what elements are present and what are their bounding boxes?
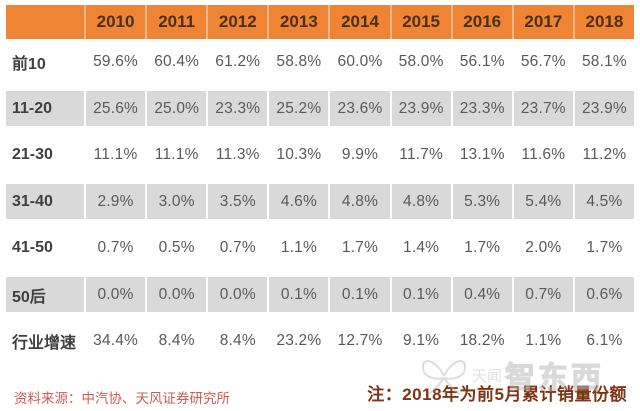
value-cell: 34.4% <box>84 318 145 365</box>
value-cell: 58.8% <box>267 39 328 86</box>
value-cell: 58.1% <box>572 39 634 86</box>
value-cell: 3.0% <box>145 178 206 225</box>
value-cell: 56.7% <box>511 39 573 86</box>
value-cell: 11.1% <box>145 132 206 179</box>
value-cell: 18.2% <box>450 318 512 365</box>
table-row: 11-20 25.6% 25.0% 23.3% 25.2% 23.6% 23.9% 23.3%… <box>6 85 634 132</box>
value-cell: 3.5% <box>206 178 267 225</box>
value-cell: 0.0% <box>84 271 145 318</box>
value-cell: 23.3% <box>450 85 512 132</box>
value-cell: 0.1% <box>328 271 389 318</box>
value-cell: 0.6% <box>572 271 634 318</box>
year-header: 2013 <box>267 5 328 39</box>
year-header: 2017 <box>511 5 573 39</box>
value-cell: 10.3% <box>267 132 328 179</box>
value-cell: 1.7% <box>450 225 512 272</box>
table-header-row: 2010 2011 2012 2013 2014 2015 2016 2017 2018 <box>6 5 634 39</box>
value-cell: 2.9% <box>84 178 145 225</box>
value-cell: 23.2% <box>267 318 328 365</box>
year-header: 2010 <box>84 5 145 39</box>
year-header: 2018 <box>572 5 634 39</box>
value-cell: 1.7% <box>572 225 634 272</box>
row-label: 行业增速 <box>12 335 77 353</box>
value-cell: 0.5% <box>145 225 206 272</box>
value-cell: 25.0% <box>145 85 206 132</box>
value-cell: 60.0% <box>328 39 389 86</box>
value-cell: 0.7% <box>206 225 267 272</box>
value-cell: 4.5% <box>572 178 634 225</box>
annotation-note: 注：2018年为前5月累计销量份额 <box>367 385 627 404</box>
value-cell: 2.0% <box>511 225 573 272</box>
table-row: 前10 59.6% 60.4% 61.2% 58.8% 60.0% 58.0% 56.1% 56… <box>6 39 634 86</box>
value-cell: 0.0% <box>145 271 206 318</box>
value-cell: 25.6% <box>84 85 145 132</box>
value-cell: 25.2% <box>267 85 328 132</box>
value-cell: 4.8% <box>328 178 389 225</box>
value-cell: 11.7% <box>389 132 451 179</box>
value-cell: 1.7% <box>328 225 389 272</box>
row-label: 21-30 <box>12 146 53 164</box>
value-cell: 9.9% <box>328 132 389 179</box>
value-cell: 11.3% <box>206 132 267 179</box>
value-cell: 6.1% <box>572 318 634 365</box>
value-cell: 0.7% <box>84 225 145 272</box>
source-note: 资料来源：中汽协、天风证券研究所 <box>14 391 230 406</box>
corner-cell <box>6 5 84 39</box>
value-cell: 0.4% <box>450 271 512 318</box>
value-cell: 56.1% <box>450 39 512 86</box>
year-header: 2016 <box>450 5 512 39</box>
value-cell: 8.4% <box>145 318 206 365</box>
value-cell: 0.0% <box>206 271 267 318</box>
value-cell: 23.7% <box>511 85 573 132</box>
value-cell: 60.4% <box>145 39 206 86</box>
value-cell: 13.1% <box>450 132 512 179</box>
table-row: 行业增速 34.4% 8.4% 8.4% 23.2% 12.7% 9.1% 18.2% 1.1%… <box>6 318 634 365</box>
value-cell: 0.7% <box>511 271 573 318</box>
year-header: 2012 <box>206 5 267 39</box>
table-row: 41-50 0.7% 0.5% 0.7% 1.1% 1.7% 1.4% 1.7% 2.0% 1.7… <box>6 225 634 272</box>
row-label: 50后 <box>12 288 46 306</box>
value-cell: 1.4% <box>389 225 451 272</box>
year-header: 2015 <box>389 5 451 39</box>
value-cell: 59.6% <box>84 39 145 86</box>
table-row: 50后 0.0% 0.0% 0.0% 0.1% 0.1% 0.1% 0.4% 0.7% 0.6% <box>6 271 634 318</box>
value-cell: 23.9% <box>389 85 451 132</box>
value-cell: 23.3% <box>206 85 267 132</box>
year-header: 2014 <box>328 5 389 39</box>
value-cell: 0.1% <box>389 271 451 318</box>
market-share-table: 2010 2011 2012 2013 2014 2015 2016 2017 2018 前10… <box>6 5 634 365</box>
value-cell: 23.6% <box>328 85 389 132</box>
value-cell: 1.1% <box>267 225 328 272</box>
value-cell: 61.2% <box>206 39 267 86</box>
value-cell: 11.2% <box>572 132 634 179</box>
value-cell: 23.9% <box>572 85 634 132</box>
value-cell: 11.6% <box>511 132 573 179</box>
value-cell: 12.7% <box>328 318 389 365</box>
value-cell: 11.1% <box>84 132 145 179</box>
row-label: 前10 <box>12 56 46 74</box>
row-label: 11-20 <box>12 99 53 117</box>
value-cell: 9.1% <box>389 318 451 365</box>
table-row: 31-40 2.9% 3.0% 3.5% 4.6% 4.8% 4.8% 5.3% 5.4% 4.5… <box>6 178 634 225</box>
value-cell: 5.3% <box>450 178 512 225</box>
year-header: 2011 <box>145 5 206 39</box>
value-cell: 4.8% <box>389 178 451 225</box>
value-cell: 8.4% <box>206 318 267 365</box>
value-cell: 1.1% <box>511 318 573 365</box>
value-cell: 4.6% <box>267 178 328 225</box>
row-label: 31-40 <box>12 192 53 210</box>
table-row: 21-30 11.1% 11.1% 11.3% 10.3% 9.9% 11.7% 13.1% 1… <box>6 132 634 179</box>
row-label: 41-50 <box>12 239 53 257</box>
value-cell: 0.1% <box>267 271 328 318</box>
value-cell: 58.0% <box>389 39 451 86</box>
value-cell: 5.4% <box>511 178 573 225</box>
